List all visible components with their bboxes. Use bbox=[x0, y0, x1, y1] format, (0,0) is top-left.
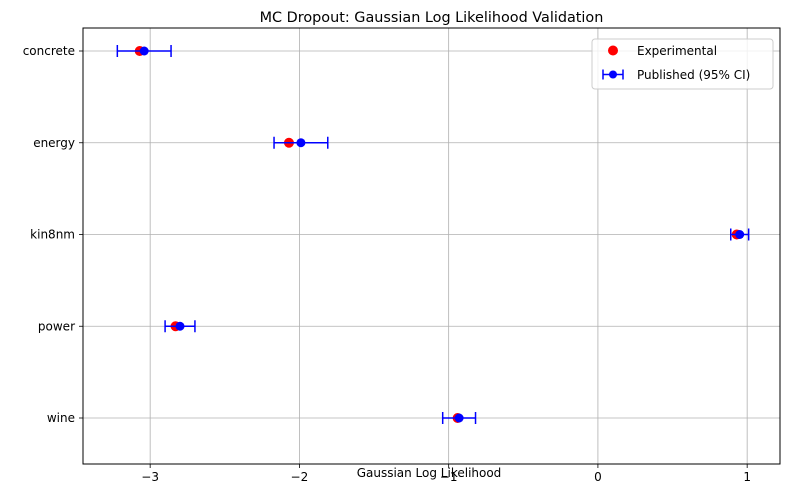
legend: Experimental Published (95% CI) bbox=[591, 38, 774, 90]
x-axis-title: Gaussian Log Likelihood bbox=[357, 466, 502, 480]
y-tick-label: energy bbox=[33, 136, 75, 150]
chart-title: MC Dropout: Gaussian Log Likelihood Vali… bbox=[260, 10, 604, 26]
legend-marker-experimental bbox=[608, 45, 618, 56]
published-point bbox=[735, 230, 745, 239]
legend-label-experimental: Experimental bbox=[637, 44, 717, 58]
published-point bbox=[139, 46, 149, 56]
x-tick-label: 0 bbox=[594, 470, 602, 484]
legend-marker-published bbox=[609, 70, 617, 79]
published-point bbox=[175, 321, 185, 331]
y-tick-label: wine bbox=[47, 411, 75, 425]
x-tick-label: 1 bbox=[743, 470, 751, 484]
grid-layer bbox=[83, 28, 780, 464]
legend-box bbox=[591, 38, 774, 90]
plot-frame bbox=[82, 27, 781, 465]
tick-layer: −3 −2 −1 0 1 concrete energy kin8nm power wine bbox=[23, 44, 751, 484]
x-tick-label: −1 bbox=[440, 470, 458, 484]
y-tick-label: power bbox=[38, 319, 75, 333]
x-tick-label: −2 bbox=[291, 470, 309, 484]
data-layer bbox=[116, 45, 750, 424]
published-point bbox=[296, 138, 306, 148]
published-point bbox=[454, 413, 464, 423]
y-tick-label: kin8nm bbox=[30, 228, 75, 242]
legend-label-published: Published (95% CI) bbox=[637, 68, 750, 82]
x-tick-label: −3 bbox=[141, 470, 159, 484]
y-tick-label: concrete bbox=[23, 44, 75, 58]
